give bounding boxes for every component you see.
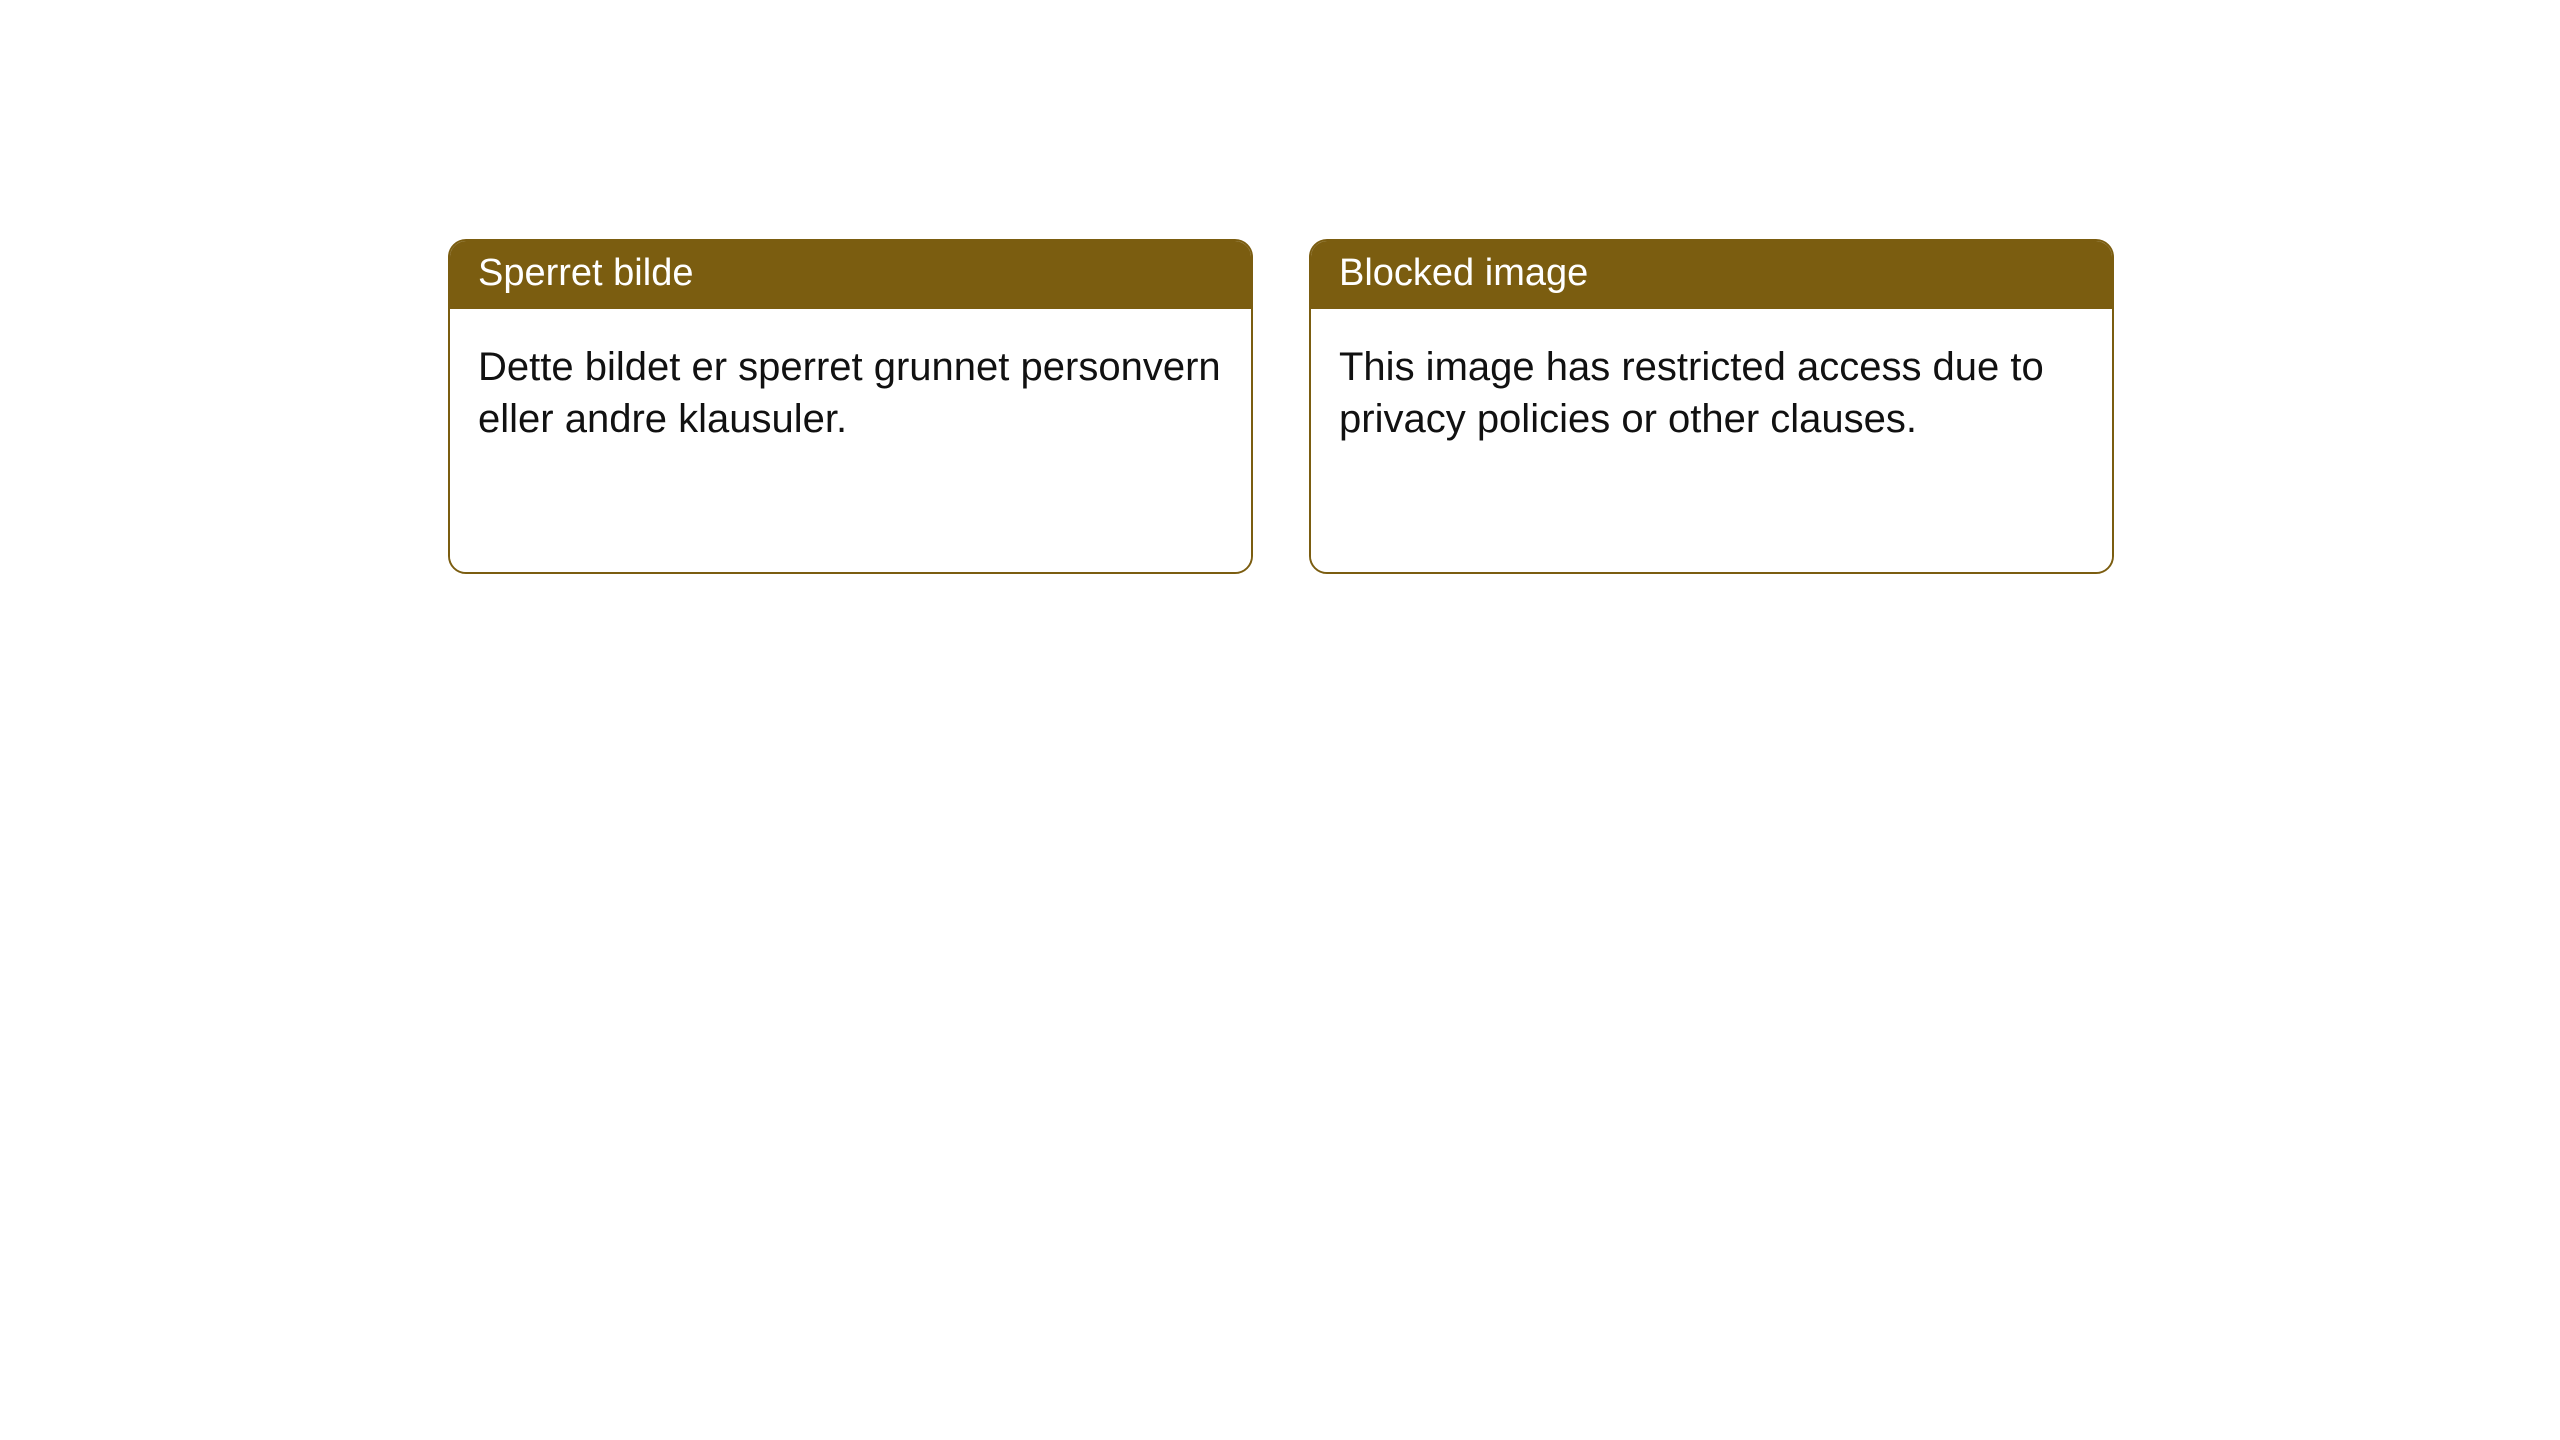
notice-card-english: Blocked image This image has restricted … <box>1309 239 2114 574</box>
notice-card-norwegian: Sperret bilde Dette bildet er sperret gr… <box>448 239 1253 574</box>
notice-body: Dette bildet er sperret grunnet personve… <box>450 309 1251 572</box>
notice-header: Blocked image <box>1311 241 2112 309</box>
notice-text: Dette bildet er sperret grunnet personve… <box>478 345 1221 441</box>
notice-header: Sperret bilde <box>450 241 1251 309</box>
notice-container: Sperret bilde Dette bildet er sperret gr… <box>448 239 2114 574</box>
notice-title: Sperret bilde <box>478 252 693 294</box>
notice-body: This image has restricted access due to … <box>1311 309 2112 572</box>
notice-text: This image has restricted access due to … <box>1339 345 2044 441</box>
notice-title: Blocked image <box>1339 252 1588 294</box>
